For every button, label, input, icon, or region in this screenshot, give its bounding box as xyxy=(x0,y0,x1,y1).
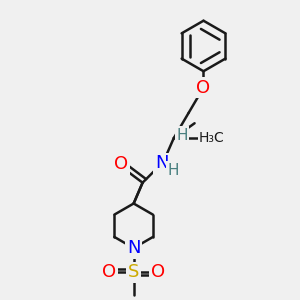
Text: H: H xyxy=(167,163,178,178)
Text: N: N xyxy=(127,239,140,257)
Text: N: N xyxy=(155,154,169,172)
Text: H₃C: H₃C xyxy=(199,131,225,145)
Text: O: O xyxy=(102,263,116,281)
Text: O: O xyxy=(114,155,128,173)
Text: H: H xyxy=(176,128,188,142)
Text: O: O xyxy=(151,263,165,281)
Text: O: O xyxy=(196,79,211,97)
Text: S: S xyxy=(128,263,139,281)
